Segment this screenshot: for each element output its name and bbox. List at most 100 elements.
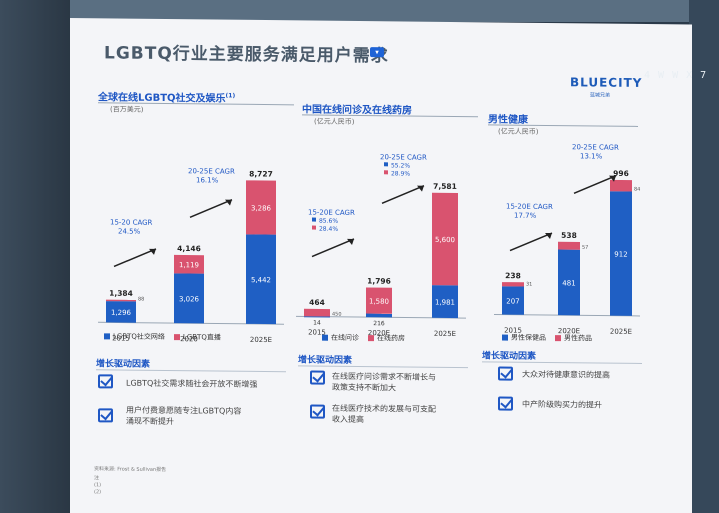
legend-label: 男性药品 xyxy=(564,334,592,343)
monitor-bezel-right xyxy=(689,0,719,513)
cagr-arrowhead xyxy=(225,199,232,206)
bar-value-label: 3,026 xyxy=(179,295,200,303)
cagr-swatch xyxy=(384,170,388,175)
legend-label: 在线问诊 xyxy=(331,333,359,343)
cagr-label: 15-20E CAGR xyxy=(308,208,355,216)
bar-segment-在线药房 xyxy=(366,287,392,314)
monitor-bezel-top xyxy=(0,0,719,22)
legend-swatch xyxy=(322,334,328,341)
legend-mens-health: 男性保健品 男性药品 xyxy=(502,333,592,344)
bar-value-label: 5,442 xyxy=(251,276,271,284)
cagr-label: 20-25E CAGR xyxy=(572,143,619,151)
legend-swatch xyxy=(173,334,180,341)
monitor-bezel-left xyxy=(0,0,70,513)
cagr-arrowhead xyxy=(609,175,616,182)
bar-segment-在线药房 xyxy=(432,192,458,286)
charts-canvas: 1,296 88 1,384 2015 3,026 1,119 4,146 2020 5,442… xyxy=(98,143,640,344)
drivers-title: 增长驱动因素 xyxy=(96,359,151,370)
bar-total-label: 538 xyxy=(561,231,577,240)
bar-value-label: 14 xyxy=(313,320,321,327)
cagr-label: 15-20E CAGR xyxy=(506,203,553,211)
bar-total-label: 238 xyxy=(505,271,521,280)
footer-note: (2) xyxy=(94,489,102,496)
bar-total-label: 4,146 xyxy=(177,244,201,253)
bar-segment-男性药品 xyxy=(558,241,580,250)
cagr-arrowhead xyxy=(347,238,354,245)
bar-value-label: 1,296 xyxy=(111,309,132,317)
cagr-value: 13.1% xyxy=(580,152,603,160)
legend-swatch xyxy=(368,335,374,342)
bar-segment-LGBTQ直播 xyxy=(106,299,136,302)
cagr-value: 17.7% xyxy=(514,212,537,220)
cagr-arrow xyxy=(113,248,157,268)
legend-swatch xyxy=(104,333,110,340)
driver-item: 在线医疗技术的发展与可支配收入提高 xyxy=(332,403,436,425)
driver-item: 中产阶级购买力的提升 xyxy=(522,399,602,410)
category-label: 2025E xyxy=(610,328,632,336)
check-icon xyxy=(498,396,513,411)
legend-swatch xyxy=(555,335,561,342)
bar-segment-在线问诊 xyxy=(432,285,458,319)
category-label: 2015 xyxy=(112,334,130,342)
bar-value-label: 216 xyxy=(373,320,385,327)
bar-segment-LGBTQ社交网络 xyxy=(174,273,204,324)
bar-total-label: 1,796 xyxy=(367,276,391,285)
bar-value-label: 912 xyxy=(614,251,627,259)
bar-total-label: 996 xyxy=(613,169,629,178)
cagr-value: 85.6% xyxy=(319,218,338,225)
bar-segment-男性保健品 xyxy=(502,286,524,315)
bar-value-label: 450 xyxy=(332,312,342,318)
bar-value-label: 84 xyxy=(634,187,640,193)
bar-total-label: 7,581 xyxy=(433,182,457,191)
check-icon xyxy=(310,370,325,385)
bar-segment-LGBTQ社交网络 xyxy=(106,301,136,323)
bar-segment-男性药品 xyxy=(502,282,524,287)
driver-item: 用户付费意愿随专注LGBTQ内容涌现不断提升 xyxy=(126,405,242,427)
category-label: 2025E xyxy=(434,330,456,338)
cagr-swatch xyxy=(312,217,316,222)
drivers-title: 增长驱动因素 xyxy=(298,355,353,366)
check-icon xyxy=(310,404,325,419)
bar-segment-男性药品 xyxy=(610,179,632,192)
legend-swatch xyxy=(502,334,508,341)
bar-value-label: 31 xyxy=(526,282,532,288)
cagr-value: 28.4% xyxy=(319,226,338,233)
bar-value-label: 481 xyxy=(562,279,575,287)
cagr-arrow xyxy=(311,238,355,258)
check-icon xyxy=(98,374,113,389)
bar-value-label: 5,600 xyxy=(435,236,455,244)
legend-label: LGBTQ直播 xyxy=(182,333,221,342)
drivers-title: 增长驱动因素 xyxy=(482,351,537,362)
cagr-arrowhead xyxy=(417,185,424,192)
bar-segment-LGBTQ社交网络 xyxy=(246,234,276,325)
driver-item: LGBTQ社交需求随社会开放不断增强 xyxy=(126,378,258,389)
footer-source: 资料来源: Frost & Sullivan报告 xyxy=(94,466,167,474)
bar-value-label: 88 xyxy=(138,296,144,302)
category-label: 2020E xyxy=(368,329,390,337)
legend-medical: 在线问诊 在线药房 xyxy=(322,333,405,344)
footer-note: (1) xyxy=(94,482,102,489)
check-icon xyxy=(498,366,513,381)
bar-value-label: 1,119 xyxy=(179,261,199,269)
bar-total-label: 464 xyxy=(309,298,325,307)
bar-segment-LGBTQ直播 xyxy=(246,180,276,235)
cagr-value: 28.9% xyxy=(391,170,410,177)
category-label: 2025E xyxy=(250,336,272,344)
cagr-label: 20-25E CAGR xyxy=(188,167,235,175)
bar-value-label: 3,286 xyxy=(251,204,272,212)
overlay-text: 4 W W X 7 xyxy=(644,70,708,81)
bar-value-label: 57 xyxy=(582,245,588,251)
cagr-label: 15-20 CAGR xyxy=(110,218,153,226)
driver-item: 在线医疗问诊需求不断增长与政策支持不断加大 xyxy=(332,371,436,393)
bar-segment-在线问诊 xyxy=(304,316,330,318)
bar-value-label: 1,981 xyxy=(435,298,455,306)
bar-segment-在线问诊 xyxy=(366,313,392,318)
bar-total-label: 8,727 xyxy=(249,169,273,178)
bar-value-label: 1,580 xyxy=(369,298,389,306)
bar-total-label: 1,384 xyxy=(109,289,133,298)
cagr-swatch xyxy=(384,162,388,167)
cagr-arrow xyxy=(573,175,617,194)
category-label: 2015 xyxy=(308,328,326,336)
presentation-slide: LGBTQ行业主要服务满足用户需求 ▾ BLUECITY 蓝城兄弟 全球在线LG… xyxy=(70,18,692,513)
bar-segment-男性保健品 xyxy=(610,191,632,316)
